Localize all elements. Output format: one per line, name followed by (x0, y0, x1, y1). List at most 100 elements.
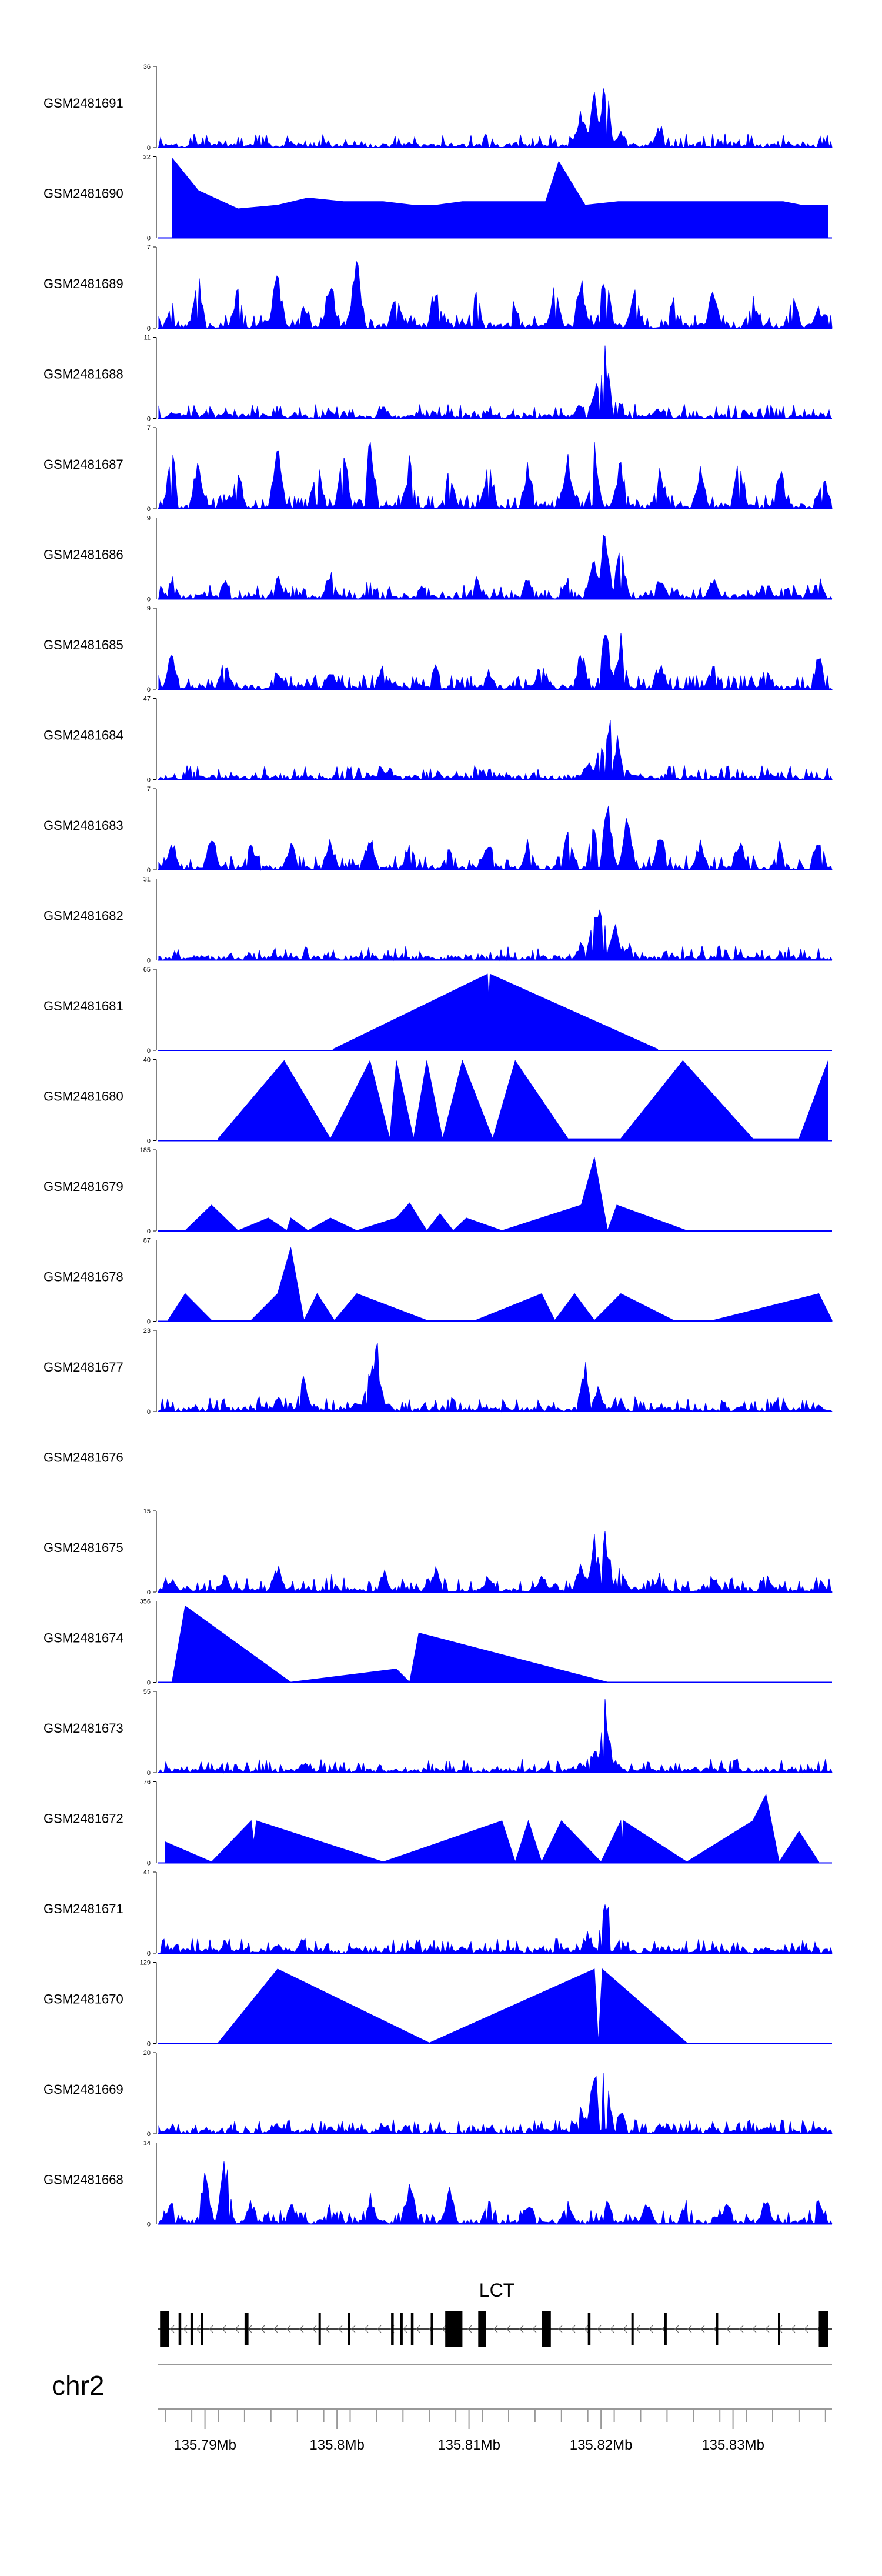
coverage-area (218, 1968, 687, 2044)
coverage-area (158, 805, 833, 871)
track-label: GSM2481675 (44, 1540, 123, 1555)
y-tick-label-max: 129 (140, 1960, 151, 1967)
exon (587, 2313, 591, 2345)
coverage-area (168, 1247, 833, 1322)
strand-arrow (674, 2325, 679, 2333)
track-label: GSM2481684 (44, 728, 123, 743)
track-GSM2481678: GSM2481678 87 0 (44, 1237, 833, 1326)
strand-arrow (532, 2325, 537, 2333)
track-label: GSM2481677 (44, 1360, 123, 1374)
coverage-area (158, 1903, 833, 1954)
track-GSM2481687: GSM2481687 7 0 (44, 425, 833, 513)
track-GSM2481685: GSM2481685 9 0 (44, 605, 833, 693)
strand-arrow (571, 2325, 576, 2333)
track-label: GSM2481671 (44, 1901, 123, 1916)
track-GSM2481672: GSM2481672 76 0 (44, 1779, 832, 1867)
exon (348, 2313, 350, 2345)
track-GSM2481689: GSM2481689 7 0 (44, 244, 833, 332)
strand-arrow (493, 2325, 498, 2333)
y-tick-label-max: 22 (143, 154, 151, 161)
track-GSM2481684: GSM2481684 47 0 (44, 696, 833, 784)
y-tick-label-max: 9 (147, 605, 151, 612)
y-tick-label-zero: 0 (147, 1409, 151, 1416)
coverage-area (158, 535, 833, 600)
strand-arrow (519, 2325, 524, 2333)
strand-arrow (597, 2325, 602, 2333)
track-GSM2481675: GSM2481675 15 0 (44, 1508, 833, 1596)
y-tick-label-max: 356 (140, 1599, 151, 1606)
strand-arrow (170, 2325, 175, 2333)
strand-arrow (584, 2325, 589, 2333)
y-tick-label-max: 47 (143, 696, 151, 703)
track-label: GSM2481672 (44, 1811, 123, 1826)
y-tick-label-zero: 0 (147, 1319, 151, 1326)
strand-arrow (752, 2325, 757, 2333)
track-label: GSM2481679 (44, 1179, 123, 1194)
axis-tick-label: 135.82Mb (570, 2437, 633, 2453)
y-tick-label-zero: 0 (147, 1589, 151, 1596)
exon (430, 2313, 433, 2345)
y-tick-label-max: 31 (143, 876, 151, 883)
exon (410, 2313, 414, 2345)
track-label: GSM2481688 (44, 367, 123, 382)
exon (178, 2313, 182, 2345)
strand-arrow (235, 2325, 239, 2333)
y-tick-label-zero: 0 (147, 1860, 151, 1867)
strand-arrow (183, 2325, 188, 2333)
strand-arrow (636, 2325, 640, 2333)
strand-arrow (739, 2325, 744, 2333)
strand-arrow (506, 2325, 511, 2333)
y-tick-label-zero: 0 (147, 2221, 151, 2228)
axis-tick-label: 135.8Mb (309, 2437, 364, 2453)
y-tick-label-max: 14 (143, 2140, 151, 2147)
track-label: GSM2481691 (44, 96, 123, 111)
y-tick-label-max: 9 (147, 515, 151, 522)
coverage-area (158, 1531, 833, 1593)
strand-arrow (649, 2325, 653, 2333)
track-GSM2481688: GSM2481688 11 0 (44, 335, 833, 423)
strand-arrow (260, 2325, 265, 2333)
coverage-area (158, 260, 833, 329)
track-label: GSM2481678 (44, 1270, 123, 1284)
y-tick-label-zero: 0 (147, 777, 151, 784)
exon (664, 2313, 667, 2345)
strand-arrow (467, 2325, 472, 2333)
track-GSM2481679: GSM2481679 185 0 (44, 1147, 832, 1235)
strand-arrow (364, 2325, 369, 2333)
y-tick-label-max: 65 (143, 966, 151, 973)
y-tick-label-max: 40 (143, 1057, 151, 1064)
y-tick-label-max: 87 (143, 1237, 151, 1244)
coverage-area (158, 909, 833, 962)
strand-arrow (325, 2325, 330, 2333)
track-label: GSM2481685 (44, 638, 123, 652)
track-label: GSM2481682 (44, 909, 123, 923)
y-tick-label-max: 41 (143, 1869, 151, 1876)
track-label: GSM2481690 (44, 186, 123, 201)
y-tick-label-max: 76 (143, 1779, 151, 1786)
track-GSM2481683: GSM2481683 7 0 (44, 786, 833, 874)
y-tick-label-zero: 0 (147, 2131, 151, 2138)
track-label: GSM2481680 (44, 1089, 123, 1104)
strand-arrow (687, 2325, 692, 2333)
y-tick-label-zero: 0 (147, 867, 151, 874)
y-tick-label-max: 20 (143, 2050, 151, 2057)
track-GSM2481668: GSM2481668 14 0 (44, 2140, 833, 2228)
coverage-area (165, 1793, 819, 1863)
coverage-area (158, 442, 833, 510)
track-GSM2481676: GSM2481676 (44, 1450, 123, 1465)
coverage-area (185, 1157, 687, 1232)
y-tick-label-zero: 0 (147, 235, 151, 242)
coverage-area (158, 1699, 833, 1774)
track-GSM2481682: GSM2481682 31 0 (44, 876, 833, 965)
strand-arrow (403, 2325, 407, 2333)
exon (778, 2313, 780, 2345)
track-GSM2481673: GSM2481673 55 0 (44, 1689, 833, 1777)
y-tick-label-zero: 0 (147, 1228, 151, 1235)
track-label: GSM2481669 (44, 2082, 123, 2097)
exon (716, 2313, 719, 2345)
coverage-area (332, 973, 659, 1051)
track-GSM2481690: GSM2481690 22 0 (44, 154, 832, 242)
y-tick-label-max: 11 (144, 335, 151, 342)
exon (160, 2311, 169, 2347)
exon (318, 2313, 321, 2345)
